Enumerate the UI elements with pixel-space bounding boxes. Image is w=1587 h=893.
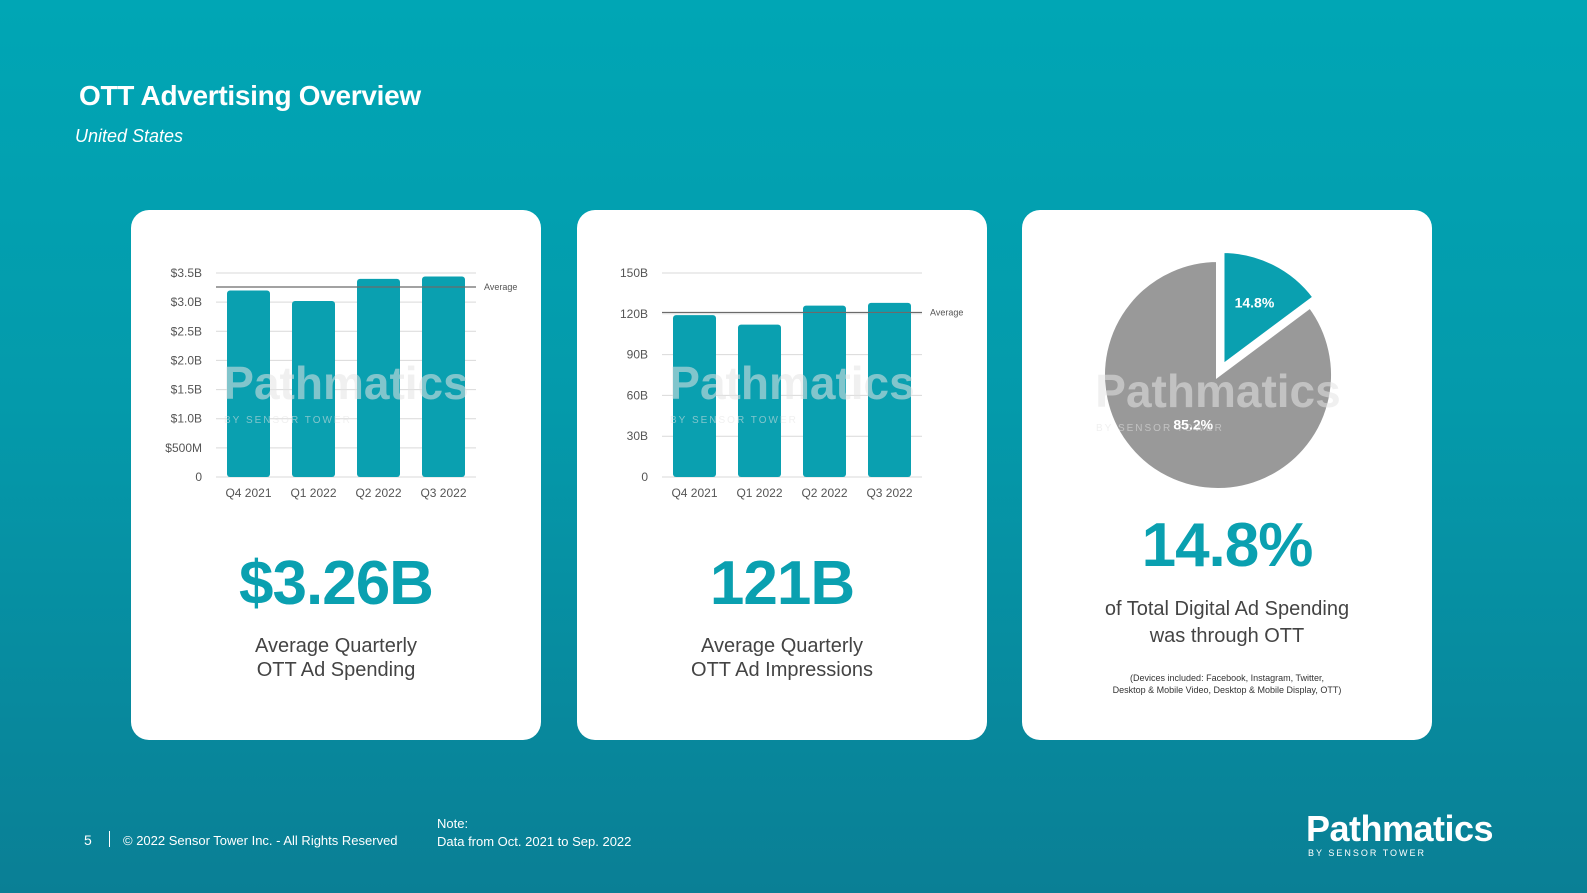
y-tick-label: $2.0B xyxy=(171,353,202,367)
avg-spending-label-line2: OTT Ad Spending xyxy=(256,659,416,681)
spending-bar-chart: 0 $500M $1.0B $1.5B $2.0B $2.5B $3.0B $3.5B Q4 2… xyxy=(165,266,517,500)
y-tick-label: 30B xyxy=(627,429,648,443)
watermark-logo: Pathmatics xyxy=(1095,365,1340,417)
ott-share-value: 14.8% xyxy=(1141,511,1314,580)
impressions-bar-chart: 0 30B 60B 90B 120B 150B Q4 2021 Q1 2022 Q2 2022 Q… xyxy=(620,266,963,500)
x-tick-label: Q1 2022 xyxy=(290,486,336,500)
average-line-label: Average xyxy=(484,282,517,292)
pie-slice-ott xyxy=(1220,249,1318,371)
page-number: 5 xyxy=(84,832,92,848)
ott-share-card: Pathmatics BY SENSOR TOWER 14.8% 85.2% 14.8… xyxy=(1022,210,1432,740)
page-subtitle: United States xyxy=(75,126,184,146)
footer-note-text: Data from Oct. 2021 to Sep. 2022 xyxy=(437,834,632,849)
devices-note: (Devices included: Facebook, Instagram, … xyxy=(1022,672,1432,696)
y-tick-label: 120B xyxy=(620,307,648,321)
watermark-logo-sub: BY SENSOR TOWER xyxy=(670,415,798,426)
brand-logo: Pathmatics xyxy=(1306,808,1494,849)
bar-q3-2022 xyxy=(422,276,465,477)
y-tick-label: $3.5B xyxy=(171,266,202,280)
ott-share-label: of Total Digital Ad Spending was through… xyxy=(1022,596,1432,650)
devices-note-line2: Desktop & Mobile Video, Desktop & Mobile… xyxy=(1112,685,1342,695)
footer-note: Note: Data from Oct. 2021 to Sep. 2022 xyxy=(437,815,631,851)
y-tick-label: $1.0B xyxy=(171,412,202,426)
y-tick-label: 0 xyxy=(641,470,648,484)
bar-q1-2022 xyxy=(292,300,335,477)
x-tick-label: Q2 2022 xyxy=(355,486,401,500)
x-tick-label: Q3 2022 xyxy=(420,486,466,500)
watermark-logo: Pathmatics xyxy=(669,357,914,409)
footer-divider xyxy=(109,831,110,847)
bar-q4-2021 xyxy=(673,315,716,477)
avg-impressions-label: Average Quarterly OTT Ad Impressions xyxy=(577,634,987,682)
y-tick-label: $3.0B xyxy=(171,295,202,309)
avg-impressions-label-line1: Average Quarterly xyxy=(701,635,863,657)
impressions-card: 0 30B 60B 90B 120B 150B Q4 2021 Q1 2022 Q2 2022 Q… xyxy=(577,210,987,740)
x-tick-label: Q1 2022 xyxy=(736,486,782,500)
bar-q2-2022 xyxy=(357,278,400,477)
ott-share-label-line2: was through OTT xyxy=(1149,625,1305,647)
y-tick-label: $1.5B xyxy=(171,383,202,397)
avg-spending-value: $3.26B xyxy=(239,549,434,618)
spending-card: 0 $500M $1.0B $1.5B $2.0B $2.5B $3.0B $3.5B Q4 2… xyxy=(131,210,541,740)
bar-q3-2022 xyxy=(868,302,911,477)
watermark-logo-sub: BY SENSOR TOWER xyxy=(224,415,352,426)
watermark-logo-sub: BY SENSOR TOWER xyxy=(1096,423,1224,434)
y-tick-label: 150B xyxy=(620,266,648,280)
footer-note-title: Note: xyxy=(437,816,469,831)
pie-value-label: 14.8% xyxy=(1235,294,1275,310)
page-title: OTT Advertising Overview xyxy=(79,80,421,111)
ott-share-pie-chart: Pathmatics BY SENSOR TOWER 14.8% 85.2% xyxy=(1095,249,1341,492)
average-line-label: Average xyxy=(930,307,963,317)
y-tick-label: 90B xyxy=(627,348,648,362)
x-tick-label: Q4 2021 xyxy=(225,486,271,500)
x-tick-label: Q4 2021 xyxy=(671,486,717,500)
y-tick-label: $2.5B xyxy=(171,324,202,338)
avg-spending-label: Average Quarterly OTT Ad Spending xyxy=(131,634,541,682)
bar-q1-2022 xyxy=(738,324,781,477)
bar-q4-2021 xyxy=(227,290,270,477)
devices-note-line1: (Devices included: Facebook, Instagram, … xyxy=(1130,673,1324,683)
bar-q2-2022 xyxy=(803,305,846,477)
y-tick-label: $500M xyxy=(165,441,202,455)
watermark-logo: Pathmatics xyxy=(223,357,468,409)
ott-share-label-line1: of Total Digital Ad Spending xyxy=(1104,598,1350,620)
x-tick-label: Q2 2022 xyxy=(801,486,847,500)
x-tick-label: Q3 2022 xyxy=(866,486,912,500)
pie-slice-other xyxy=(1101,257,1335,492)
pie-value-label: 85.2% xyxy=(1173,416,1213,432)
avg-impressions-label-line2: OTT Ad Impressions xyxy=(691,659,873,681)
avg-impressions-value: 121B xyxy=(709,549,855,618)
y-tick-label: 60B xyxy=(627,388,648,402)
copyright: © 2022 Sensor Tower Inc. - All Rights Re… xyxy=(123,833,398,848)
avg-spending-label-line1: Average Quarterly xyxy=(255,635,417,657)
brand-logo-sub: BY SENSOR TOWER xyxy=(1308,848,1427,858)
y-tick-label: 0 xyxy=(195,470,202,484)
